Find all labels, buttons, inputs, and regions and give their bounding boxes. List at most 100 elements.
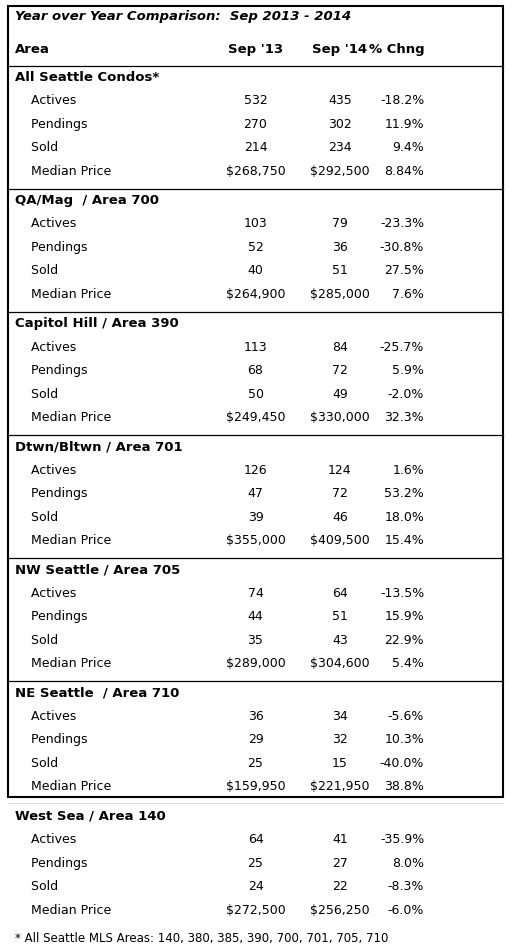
Text: 5.9%: 5.9%	[392, 364, 424, 377]
Text: 40: 40	[247, 265, 264, 277]
Text: 113: 113	[244, 341, 267, 353]
Text: 68: 68	[247, 364, 264, 377]
Text: Sold: Sold	[15, 265, 58, 277]
Text: 10.3%: 10.3%	[384, 733, 424, 746]
Text: Actives: Actives	[15, 94, 77, 108]
Text: 532: 532	[244, 94, 267, 108]
Text: 5.4%: 5.4%	[392, 657, 424, 670]
Text: 50: 50	[247, 387, 264, 401]
Text: $330,000: $330,000	[310, 411, 369, 424]
Text: Capitol Hill / Area 390: Capitol Hill / Area 390	[15, 317, 179, 330]
Text: Median Price: Median Price	[15, 903, 111, 917]
Text: 47: 47	[247, 487, 264, 500]
Text: Median Price: Median Price	[15, 534, 111, 547]
Text: Actives: Actives	[15, 464, 77, 477]
Text: Area: Area	[15, 43, 50, 55]
Text: Pendings: Pendings	[15, 118, 88, 130]
Text: 34: 34	[332, 710, 347, 723]
Text: Pendings: Pendings	[15, 241, 88, 254]
Text: 38.8%: 38.8%	[384, 781, 424, 793]
Text: 11.9%: 11.9%	[384, 118, 424, 130]
Text: 25: 25	[247, 757, 264, 770]
Text: -2.0%: -2.0%	[388, 387, 424, 401]
Text: Actives: Actives	[15, 217, 77, 230]
Text: Sold: Sold	[15, 387, 58, 401]
Text: 64: 64	[332, 586, 347, 600]
Text: 1.6%: 1.6%	[392, 464, 424, 477]
Text: $264,900: $264,900	[226, 288, 285, 301]
Text: 49: 49	[332, 387, 347, 401]
Text: Sep '13: Sep '13	[228, 43, 283, 55]
Text: $268,750: $268,750	[226, 165, 285, 178]
Text: West Sea / Area 140: West Sea / Area 140	[15, 810, 166, 823]
Text: Actives: Actives	[15, 833, 77, 846]
Text: Actives: Actives	[15, 710, 77, 723]
Text: Sold: Sold	[15, 510, 58, 524]
Text: Median Price: Median Price	[15, 165, 111, 178]
Text: -8.3%: -8.3%	[388, 880, 424, 893]
Text: -30.8%: -30.8%	[380, 241, 424, 254]
Text: 214: 214	[244, 141, 267, 154]
Text: 18.0%: 18.0%	[384, 510, 424, 524]
Text: Sold: Sold	[15, 141, 58, 154]
Text: 15: 15	[332, 757, 348, 770]
Text: $272,500: $272,500	[226, 903, 285, 917]
Text: 35: 35	[247, 634, 264, 646]
Text: Dtwn/Bltwn / Area 701: Dtwn/Bltwn / Area 701	[15, 440, 183, 453]
Text: 46: 46	[332, 510, 347, 524]
Text: $285,000: $285,000	[310, 288, 370, 301]
Text: Median Price: Median Price	[15, 657, 111, 670]
Text: 24: 24	[248, 880, 263, 893]
Text: 126: 126	[244, 464, 267, 477]
Text: 7.6%: 7.6%	[392, 288, 424, 301]
Text: $256,250: $256,250	[310, 903, 369, 917]
Text: 74: 74	[247, 586, 264, 600]
Text: Pendings: Pendings	[15, 364, 88, 377]
Text: 8.84%: 8.84%	[384, 165, 424, 178]
Text: 270: 270	[244, 118, 267, 130]
Text: 72: 72	[332, 364, 348, 377]
Text: 15.9%: 15.9%	[384, 610, 424, 624]
Text: 435: 435	[328, 94, 352, 108]
Text: $355,000: $355,000	[225, 534, 286, 547]
Text: -6.0%: -6.0%	[388, 903, 424, 917]
Text: 8.0%: 8.0%	[392, 857, 424, 869]
Text: 124: 124	[328, 464, 352, 477]
Text: -23.3%: -23.3%	[380, 217, 424, 230]
Text: -5.6%: -5.6%	[388, 710, 424, 723]
Text: $409,500: $409,500	[310, 534, 369, 547]
Text: 22.9%: 22.9%	[384, 634, 424, 646]
Text: All Seattle Condos*: All Seattle Condos*	[15, 70, 159, 84]
Text: 27: 27	[332, 857, 348, 869]
Text: 39: 39	[248, 510, 263, 524]
Text: 27.5%: 27.5%	[384, 265, 424, 277]
Text: 72: 72	[332, 487, 348, 500]
Text: 32: 32	[332, 733, 347, 746]
Text: 52: 52	[247, 241, 264, 254]
Text: Median Price: Median Price	[15, 781, 111, 793]
Text: 15.4%: 15.4%	[384, 534, 424, 547]
Text: 84: 84	[332, 341, 348, 353]
Text: 29: 29	[248, 733, 263, 746]
Text: -35.9%: -35.9%	[380, 833, 424, 846]
Text: 36: 36	[332, 241, 347, 254]
Text: 234: 234	[328, 141, 352, 154]
Text: 51: 51	[332, 265, 348, 277]
Text: 302: 302	[328, 118, 352, 130]
Text: 44: 44	[248, 610, 263, 624]
Text: NW Seattle / Area 705: NW Seattle / Area 705	[15, 564, 180, 576]
Text: 43: 43	[332, 634, 347, 646]
Text: Sold: Sold	[15, 757, 58, 770]
Text: 79: 79	[332, 217, 348, 230]
Text: $304,600: $304,600	[310, 657, 369, 670]
Text: $159,950: $159,950	[226, 781, 285, 793]
Text: Actives: Actives	[15, 341, 77, 353]
Text: -18.2%: -18.2%	[380, 94, 424, 108]
Text: Sold: Sold	[15, 634, 58, 646]
Text: -25.7%: -25.7%	[380, 341, 424, 353]
Text: Actives: Actives	[15, 586, 77, 600]
Text: 9.4%: 9.4%	[392, 141, 424, 154]
Text: 51: 51	[332, 610, 348, 624]
Text: 53.2%: 53.2%	[384, 487, 424, 500]
Text: Pendings: Pendings	[15, 733, 88, 746]
